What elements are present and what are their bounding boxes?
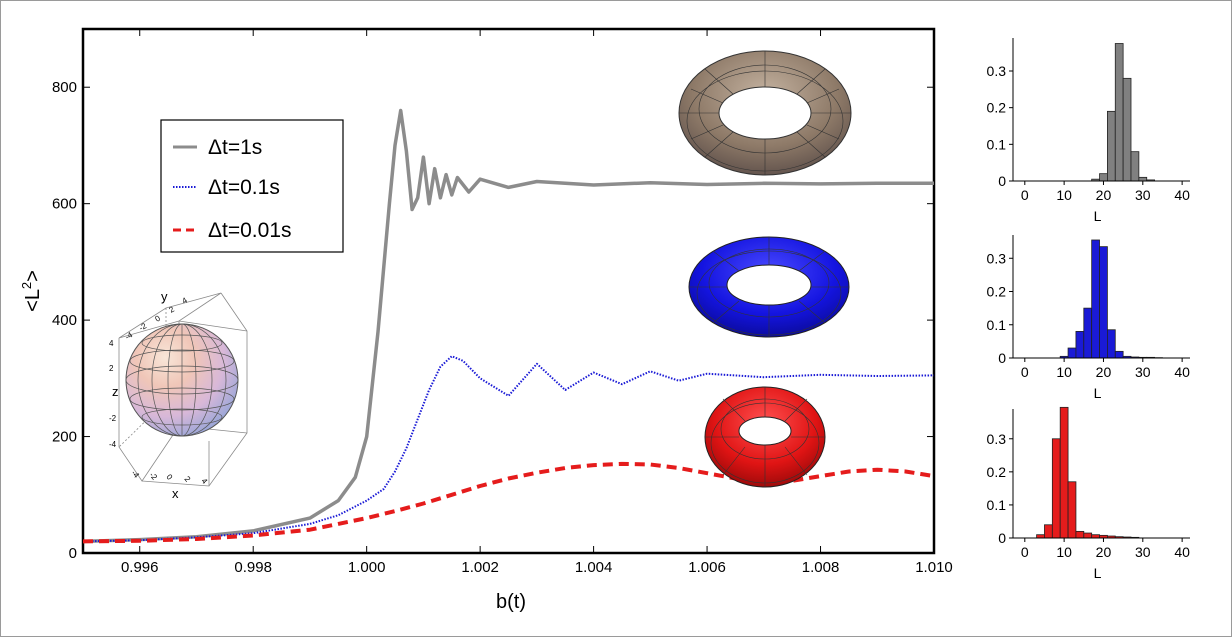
main-x-axis-title: b(t) (496, 591, 526, 613)
hist-x-tick-label: 0 (1021, 364, 1029, 380)
hist-bar (1044, 525, 1052, 538)
sphere-z-tick-1: 4 (109, 339, 114, 348)
hist-bar (1123, 78, 1131, 181)
hist-bar (1084, 533, 1092, 538)
torus-red-image (705, 387, 825, 487)
hist-y-tick-label: 0 (998, 530, 1006, 546)
x-tick-label: 1.008 (802, 559, 840, 576)
hist-bar (1139, 177, 1147, 181)
x-tick-label: 1.004 (575, 559, 613, 576)
hist-y-tick-label: 0.1 (987, 497, 1007, 513)
hist-x-axis-title: L (1094, 385, 1102, 401)
hist-bar (1115, 351, 1123, 358)
hist-y-tick-label: 0.3 (987, 63, 1007, 79)
hist-y-tick-label: 0.1 (987, 317, 1007, 333)
hist-x-tick-label: 0 (1021, 544, 1029, 560)
sphere-axis-y: y (161, 289, 168, 304)
hist-x-axis-title: L (1094, 565, 1102, 581)
hist-bar (1068, 348, 1076, 358)
sphere-z-tick-4: -2 (109, 414, 117, 423)
x-tick-label: 0.996 (121, 559, 159, 576)
x-tick-label: 1.006 (688, 559, 726, 576)
hist-x-tick-label: 10 (1056, 544, 1072, 560)
hist-x-tick-label: 30 (1135, 544, 1151, 560)
hist-x-tick-label: 0 (1021, 187, 1029, 203)
hist-x-tick-label: 20 (1096, 544, 1112, 560)
hist-bar (1076, 531, 1084, 538)
sphere-z-tick-2: 2 (109, 364, 114, 373)
y-title-end: > (22, 270, 44, 282)
hist-y-tick-label: 0.2 (987, 464, 1007, 480)
y-tick-label: 0 (69, 545, 77, 562)
hist-bar (1100, 247, 1108, 358)
sphere-axis-x: x (172, 486, 179, 501)
hist-y-tick-label: 0.2 (987, 100, 1007, 116)
hist-bar (1076, 331, 1084, 358)
sphere-z-tick-5: -4 (109, 440, 117, 449)
x-tick-label: 1.010 (915, 559, 953, 576)
hist-y-tick-label: 0.1 (987, 136, 1007, 152)
hist-y-tick-label: 0 (998, 350, 1006, 366)
hist-x-tick-label: 30 (1135, 364, 1151, 380)
hist-x-tick-label: 40 (1174, 364, 1190, 380)
legend-label-001s: Δt=0.01s (208, 219, 292, 242)
main-y-axis-title: <L2> (19, 270, 44, 312)
hist-bar (1107, 111, 1115, 181)
hist-x-tick-label: 30 (1135, 187, 1151, 203)
x-tick-label: 1.000 (348, 559, 386, 576)
hist-y-tick-label: 0.2 (987, 284, 1007, 300)
hist-x-axis-title: L (1094, 208, 1102, 224)
y-tick-label: 800 (52, 79, 77, 96)
hist-y-tick-label: 0 (998, 173, 1006, 189)
y-tick-label: 200 (52, 429, 77, 446)
hist-bar (1115, 44, 1123, 182)
legend-label-1s: Δt=1s (208, 136, 262, 159)
hist-x-tick-label: 10 (1056, 364, 1072, 380)
main-line-chart: 0.996 0.998 1.000 1.002 1.004 1.006 1.008 1.010… (19, 29, 953, 613)
histogram-blue: 0 10 20 30 40 0 0.1 0.2 0.3 L (987, 235, 1191, 401)
hist-bar (1100, 174, 1108, 181)
torus-gray-image (679, 51, 851, 175)
x-tick-label: 0.998 (234, 559, 272, 576)
legend-label-01s: Δt=0.1s (208, 176, 280, 199)
histogram-red: 0 10 20 30 40 0 0.1 0.2 0.3 L (987, 407, 1191, 581)
hist-bar (1052, 439, 1060, 538)
hist-bar (1107, 330, 1115, 358)
hist-x-tick-label: 20 (1096, 187, 1112, 203)
hist-bar (1131, 152, 1139, 181)
sphere-axis-z: z (112, 384, 119, 399)
y-tick-label: 600 (52, 196, 77, 213)
x-tick-label: 1.002 (461, 559, 499, 576)
y-tick-label: 400 (52, 312, 77, 329)
hist-y-tick-label: 0.3 (987, 431, 1007, 447)
hist-x-tick-label: 10 (1056, 187, 1072, 203)
hist-y-tick-label: 0.3 (987, 250, 1007, 266)
main-legend: Δt=1s Δt=0.1s Δt=0.01s (161, 120, 343, 252)
hist-x-tick-label: 40 (1174, 544, 1190, 560)
hist-bar (1092, 240, 1100, 358)
hist-bar (1068, 482, 1076, 538)
y-title-superscript: 2 (19, 282, 34, 289)
hist-x-tick-label: 40 (1174, 187, 1190, 203)
histogram-gray: 0 10 20 30 40 0 0.1 0.2 0.3 L (987, 38, 1191, 224)
hist-x-tick-label: 20 (1096, 364, 1112, 380)
y-title-base: <L (22, 289, 44, 312)
hist-bar (1084, 308, 1092, 358)
torus-blue-image (689, 237, 849, 337)
hist-bar (1060, 407, 1068, 538)
